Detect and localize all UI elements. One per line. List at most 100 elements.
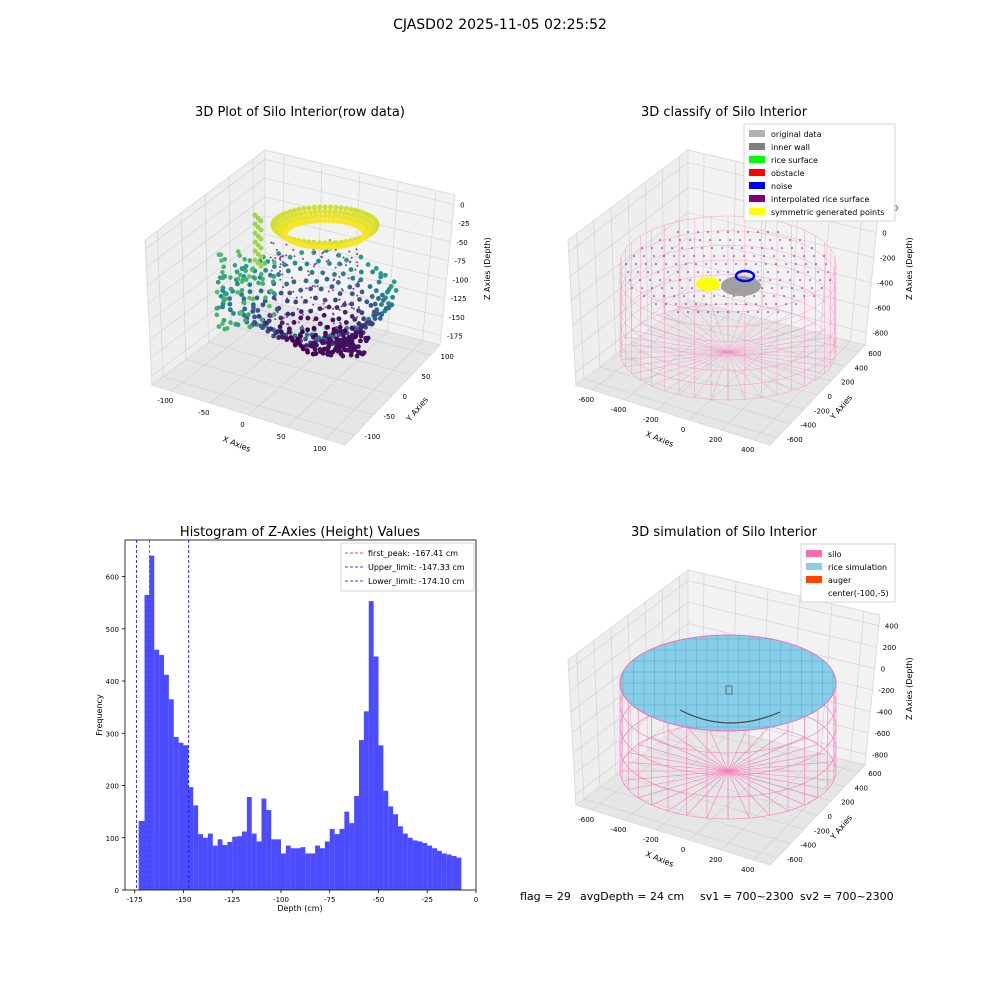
raw-data-point bbox=[357, 285, 360, 288]
interpolated-surface-point bbox=[741, 247, 743, 249]
silo-wire-spoke bbox=[638, 744, 729, 772]
interpolated-surface-point bbox=[693, 295, 695, 297]
raw-data-point bbox=[322, 244, 328, 251]
raw-data-point bbox=[292, 248, 295, 251]
interpolated-surface-point bbox=[813, 295, 815, 297]
interpolated-surface-point bbox=[687, 271, 689, 273]
raw-data-point bbox=[282, 262, 287, 268]
interpolated-surface-point bbox=[769, 239, 771, 241]
x-tick-label: 200 bbox=[709, 856, 722, 864]
interpolated-surface-point bbox=[719, 279, 721, 281]
raw-data-point bbox=[246, 312, 251, 317]
z-tick-label: -125 bbox=[451, 295, 467, 303]
histogram-bar bbox=[251, 833, 257, 890]
raw-data-point bbox=[334, 305, 340, 310]
histogram-bar bbox=[300, 847, 306, 890]
raw-data-point bbox=[272, 242, 275, 245]
raw-data-point bbox=[217, 275, 223, 281]
legend-box bbox=[743, 123, 896, 222]
interpolated-surface-point bbox=[757, 311, 759, 313]
histogram-bar bbox=[446, 854, 452, 890]
interpolated-surface-point bbox=[789, 239, 791, 241]
interpolated-surface-point bbox=[681, 287, 683, 289]
raw-data-point bbox=[327, 204, 334, 210]
raw-data-point bbox=[236, 276, 241, 282]
raw-data-point bbox=[280, 255, 283, 258]
raw-data-point bbox=[227, 301, 233, 307]
raw-data-point bbox=[260, 281, 266, 286]
interpolated-surface-point bbox=[725, 263, 727, 265]
histogram-bar bbox=[427, 845, 433, 890]
simulation-plot-title: 3D simulation of Silo Interior bbox=[631, 525, 818, 540]
raw-data-point bbox=[308, 214, 315, 220]
z-tick-label: -50 bbox=[456, 239, 467, 247]
z-tick-label: -600 bbox=[874, 730, 890, 738]
raw-data-point bbox=[296, 216, 302, 222]
interpolated-surface-point bbox=[643, 255, 645, 257]
raw-data-point bbox=[243, 277, 249, 283]
raw-data-point bbox=[258, 254, 264, 260]
x-tick-label: -600 bbox=[578, 396, 594, 404]
interpolated-surface-point bbox=[825, 263, 827, 265]
raw-data-point bbox=[338, 298, 341, 301]
raw-data-point bbox=[368, 303, 374, 308]
raw-data-point bbox=[271, 312, 277, 317]
raw-data-point bbox=[326, 244, 332, 251]
raw-data-point bbox=[349, 349, 354, 355]
y-tick-label: 600 bbox=[106, 574, 119, 582]
histogram-bar bbox=[285, 845, 291, 890]
raw-data-point bbox=[276, 311, 279, 314]
raw-data-point bbox=[374, 220, 380, 226]
raw-data-point bbox=[317, 213, 324, 219]
raw-data-point bbox=[276, 272, 281, 277]
simulation-z-label: Z Axies (Depth) bbox=[905, 657, 914, 720]
raw-data-point bbox=[324, 276, 330, 282]
avg-depth-text: avgDepth = 24 cm bbox=[580, 890, 685, 903]
x-tick-label: -175 bbox=[127, 896, 143, 904]
raw-data-point bbox=[369, 294, 375, 299]
raw-data-point bbox=[337, 209, 343, 215]
legend-swatch bbox=[749, 143, 765, 150]
raw-data-point bbox=[306, 219, 312, 225]
raw-data-point bbox=[312, 265, 315, 268]
raw-data-point bbox=[260, 325, 265, 331]
raw-data-point bbox=[318, 244, 324, 251]
raw-data-point bbox=[286, 326, 292, 332]
interpolated-surface-point bbox=[781, 287, 783, 289]
raw-data-point bbox=[390, 294, 396, 300]
interpolated-surface-point bbox=[773, 295, 775, 297]
raw-data-point bbox=[353, 330, 359, 336]
legend-label: interpolated rice surface bbox=[771, 195, 869, 204]
silo-wire-spoke bbox=[651, 317, 729, 353]
raw-data-point bbox=[232, 263, 238, 268]
raw-data-point bbox=[336, 316, 342, 322]
interpolated-surface-point bbox=[819, 279, 821, 281]
interpolated-surface-point bbox=[703, 255, 705, 257]
raw-data-point bbox=[306, 205, 312, 211]
raw-data-point bbox=[313, 263, 316, 266]
raw-data-point bbox=[322, 302, 325, 305]
interpolated-surface-point bbox=[691, 287, 693, 289]
interpolated-surface-point bbox=[725, 303, 727, 305]
raw-data-point bbox=[379, 302, 384, 307]
raw-data-point bbox=[252, 314, 257, 320]
raw-data-point bbox=[380, 292, 385, 298]
interpolated-surface-point bbox=[777, 311, 779, 313]
raw-data-point bbox=[370, 269, 376, 275]
raw-data-point bbox=[323, 298, 326, 301]
histogram-bar bbox=[159, 654, 164, 890]
interpolated-surface-point bbox=[769, 279, 771, 281]
silo-wire-spoke bbox=[727, 770, 828, 790]
raw-data-point bbox=[335, 340, 340, 345]
x-tick-label: 0 bbox=[681, 846, 685, 854]
histogram-bar bbox=[144, 594, 150, 890]
interpolated-surface-point bbox=[637, 271, 639, 273]
raw-data-point bbox=[305, 349, 311, 355]
raw-data-point bbox=[287, 254, 293, 260]
histogram-bar bbox=[378, 745, 384, 890]
x-tick-label: -50 bbox=[198, 409, 209, 417]
interpolated-surface-point bbox=[689, 239, 691, 241]
interpolated-surface-point bbox=[727, 231, 729, 233]
interpolated-surface-point bbox=[763, 255, 765, 257]
raw-data-point bbox=[337, 291, 343, 297]
